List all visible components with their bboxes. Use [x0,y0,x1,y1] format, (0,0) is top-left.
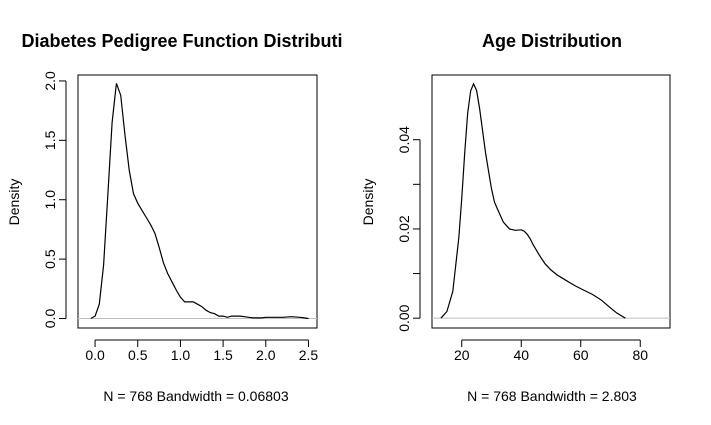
x-tick-label: 1.5 [213,347,233,363]
x-tick-label: 60 [573,347,589,363]
y-tick-label: 0.0 [42,309,58,329]
plot-area [432,82,670,319]
x-tick-label: 20 [454,347,470,363]
plot-area [78,83,317,320]
x-axis: 0.0 0.5 1.0 1.5 2.0 2.5 [85,339,319,363]
chart-title: Diabetes Pedigree Function Distributi [21,31,342,51]
density-curve [90,83,309,320]
x-tick-label: 0.0 [85,347,105,363]
x-tick-label: 1.0 [171,347,191,363]
x-tick-label: 2.5 [299,347,319,363]
y-axis-label: Density [6,179,22,226]
y-tick-label: 1.5 [42,130,58,150]
y-tick-label: 1.0 [42,190,58,210]
x-axis-label: N = 768 Bandwidth = 2.803 [467,388,637,404]
y-tick-label: 0.02 [396,215,412,242]
y-axis: 0.00 0.02 0.04 [396,126,421,332]
x-tick-label: 2.0 [256,347,276,363]
y-axis: 0.0 0.5 1.0 1.5 2.0 [42,71,67,329]
panel-age: Age Distribution Density N = 768 Bandwid… [360,31,671,404]
y-tick-label: 0.00 [396,304,412,331]
y-tick-label: 0.04 [396,126,412,153]
plot-frame [431,74,671,329]
plot-frame [77,74,318,329]
x-axis-label: N = 768 Bandwidth = 0.06803 [103,388,288,404]
panel-pedigree: Diabetes Pedigree Function Distributi De… [6,31,343,404]
x-tick-label: 0.5 [128,347,148,363]
y-tick-label: 2.0 [42,71,58,91]
x-tick-label: 80 [632,347,648,363]
x-tick-label: 40 [513,347,529,363]
x-axis: 20 40 60 80 [454,339,648,363]
y-axis-label: Density [360,179,376,226]
chart-title: Age Distribution [482,31,622,51]
y-tick-label: 0.5 [42,249,58,269]
density-curve [440,82,626,319]
